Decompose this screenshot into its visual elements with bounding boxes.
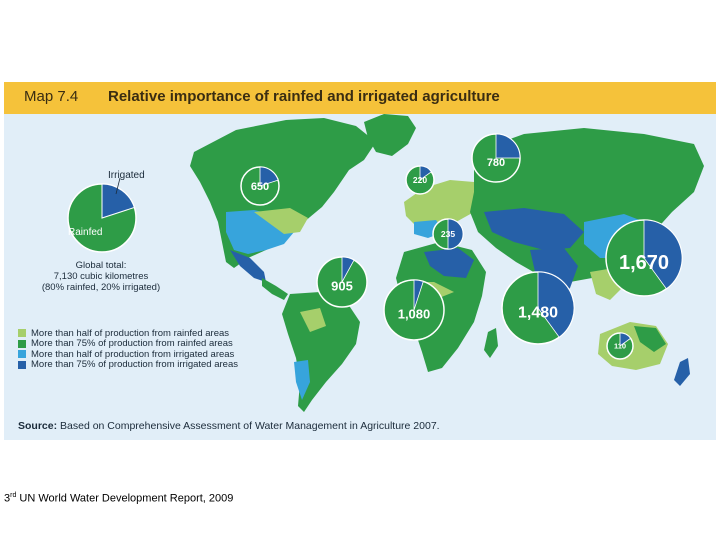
map-number: Map 7.4: [24, 88, 79, 105]
greenland-landmass: [364, 114, 416, 156]
key-rainfed-label: Rainfed: [68, 227, 102, 238]
region-pie: 650: [240, 166, 280, 206]
global-total-line3: (80% rainfed, 20% irrigated): [41, 282, 161, 293]
region-pie: 780: [471, 133, 521, 183]
legend-item: More than half of production from irriga…: [18, 349, 238, 360]
region-pie-label: 905: [331, 279, 353, 294]
north-africa-irrigated-region: [424, 248, 474, 278]
region-pie-label: 650: [251, 181, 269, 193]
key-pie-irrigated-slice: [101, 183, 135, 219]
region-pie-label: 110: [614, 342, 626, 351]
legend-swatch: [18, 329, 26, 338]
global-total: Global total: 7,130 cubic kilometres (80…: [26, 260, 176, 293]
region-pie-irrigated-slice: [447, 218, 464, 250]
region-pie-irrigated-slice: [419, 165, 432, 181]
usa-light-rainfed-region: [254, 208, 308, 234]
region-pie: 1,480: [501, 271, 575, 345]
region-pies: 650 220 780 235 905 1,080 1,480 1,670 110: [240, 133, 683, 360]
global-total-line1: Global total:: [75, 260, 127, 271]
region-pie-irrigated-slice: [495, 133, 521, 159]
north-america-landmass: [190, 118, 376, 268]
legend-swatch: [18, 339, 26, 348]
world-map: Irrigated Rainfed 650 220 780 235 905 1,080 1,…: [67, 114, 704, 412]
region-pie-irrigated-slice: [413, 279, 424, 311]
caption-text: UN World Water Development Report, 2009: [16, 492, 234, 505]
south-america-light-region: [300, 308, 326, 332]
legend-label: More than 75% of production from irrigat…: [31, 359, 238, 371]
legend-label: More than half of production from irriga…: [31, 348, 235, 360]
legend-item: More than 75% of production from rainfed…: [18, 338, 238, 350]
global-total-line2: 7,130 cubic kilometres: [53, 271, 149, 282]
australia-rainfed-region: [634, 326, 666, 352]
caption-ordinal: 3: [4, 492, 11, 505]
region-pie-label: 235: [441, 229, 455, 239]
region-pie-label: 220: [413, 175, 427, 185]
region-pie-irrigated-slice: [259, 166, 279, 187]
map-header: Map 7.4 Relative importance of rainfed a…: [4, 82, 716, 114]
central-asia-irrigated-region: [484, 208, 584, 250]
key-pie: Irrigated Rainfed: [67, 170, 145, 253]
region-pie: 1,670: [605, 219, 683, 297]
legend-item: More than 75% of production from irrigat…: [18, 359, 238, 371]
legend-swatch: [18, 350, 26, 359]
region-pie-irrigated-slice: [341, 256, 355, 283]
source-text: Based on Comprehensive Assessment of Wat…: [57, 420, 440, 432]
south-america-landmass: [282, 292, 360, 412]
map-panel: Map 7.4 Relative importance of rainfed a…: [4, 82, 716, 440]
key-irrigated-leader: [115, 177, 121, 195]
south-america-irrigated-region: [294, 360, 310, 400]
region-pie-label: 1,480: [518, 305, 558, 322]
new-zealand-landmass: [674, 358, 690, 386]
central-america-landmass: [262, 278, 288, 300]
madagascar-landmass: [484, 328, 498, 358]
region-pie-irrigated-slice: [537, 271, 575, 338]
region-pie-label: 1,080: [398, 307, 431, 322]
mexico-region: [230, 250, 266, 282]
legend-label: More than 75% of production from rainfed…: [31, 338, 233, 350]
legend-swatch: [18, 360, 26, 369]
legend-label: More than half of production from rainfe…: [31, 327, 230, 339]
map-title: Relative importance of rainfed and irrig…: [108, 88, 500, 105]
caption-ordinal-suffix: rd: [10, 492, 17, 499]
legend-item: More than half of production from rainfe…: [18, 328, 238, 339]
region-pie-irrigated-slice: [643, 219, 683, 290]
source-prefix: Source:: [18, 420, 58, 432]
region-pie: 110: [606, 332, 634, 360]
map-legend: More than half of production from rainfe…: [18, 328, 238, 370]
region-pie: 905: [316, 256, 368, 308]
region-pie: 1,080: [383, 279, 445, 341]
region-pie: 235: [432, 218, 464, 250]
region-pie-irrigated-slice: [619, 332, 632, 347]
region-pie: 220: [405, 165, 435, 195]
source-note: Source: Based on Comprehensive Assessmen…: [18, 420, 440, 432]
region-pie-label: 780: [487, 157, 505, 169]
region-pie-label: 1,670: [619, 252, 669, 274]
slide-caption: 3rd UN World Water Development Report, 2…: [4, 492, 233, 505]
key-irrigated-label: Irrigated: [108, 170, 145, 181]
